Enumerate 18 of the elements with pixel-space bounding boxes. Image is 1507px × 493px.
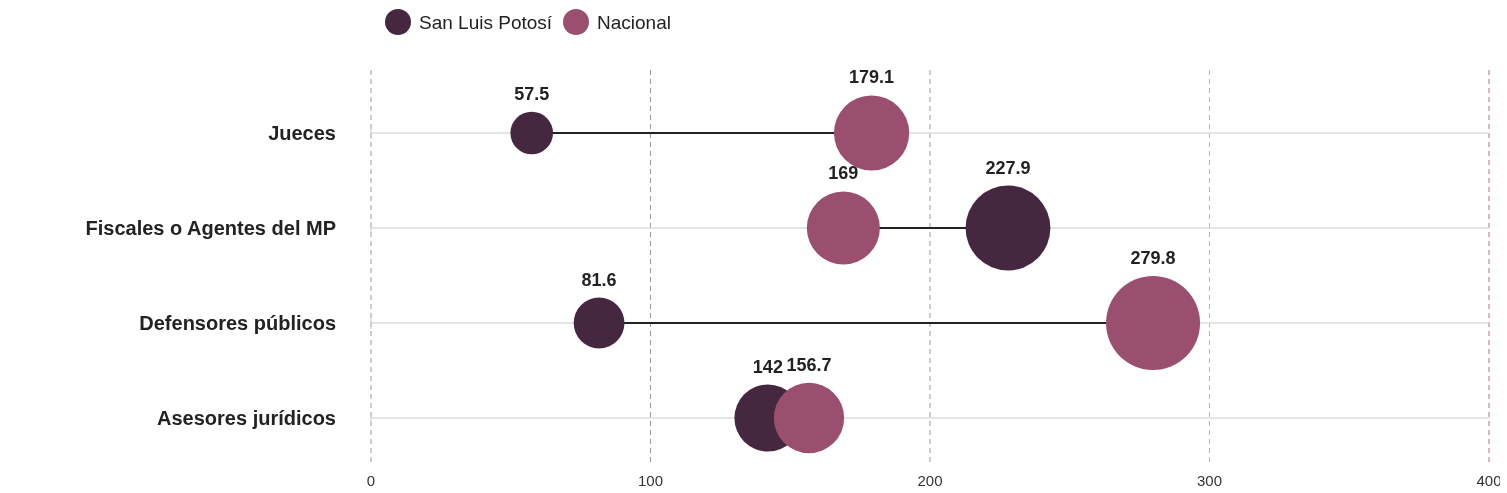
- legend-label: San Luis Potosí: [419, 12, 553, 33]
- data-label: 179.1: [849, 67, 895, 88]
- data-label: 142: [752, 356, 783, 377]
- y-tick-label: Fiscales o Agentes del MP: [85, 217, 336, 239]
- data-label: 279.8: [1130, 248, 1176, 268]
- data-label: 81.6: [581, 269, 617, 290]
- y-tick-label: Jueces: [268, 122, 336, 144]
- legend-label: Nacional: [597, 12, 671, 33]
- data-label: 227.9: [985, 157, 1031, 178]
- x-tick-label: 0: [366, 472, 376, 489]
- data-label: 156.7: [786, 354, 832, 375]
- data-label: 57.5: [514, 83, 550, 104]
- y-tick-label: Defensores públicos: [139, 312, 336, 334]
- y-tick-label: Asesores jurídicos: [157, 407, 336, 429]
- x-tick-label: 200: [917, 472, 943, 489]
- x-tick-label: 100: [637, 472, 664, 489]
- x-tick-label: 300: [1196, 472, 1223, 489]
- data-label: 169: [828, 163, 859, 184]
